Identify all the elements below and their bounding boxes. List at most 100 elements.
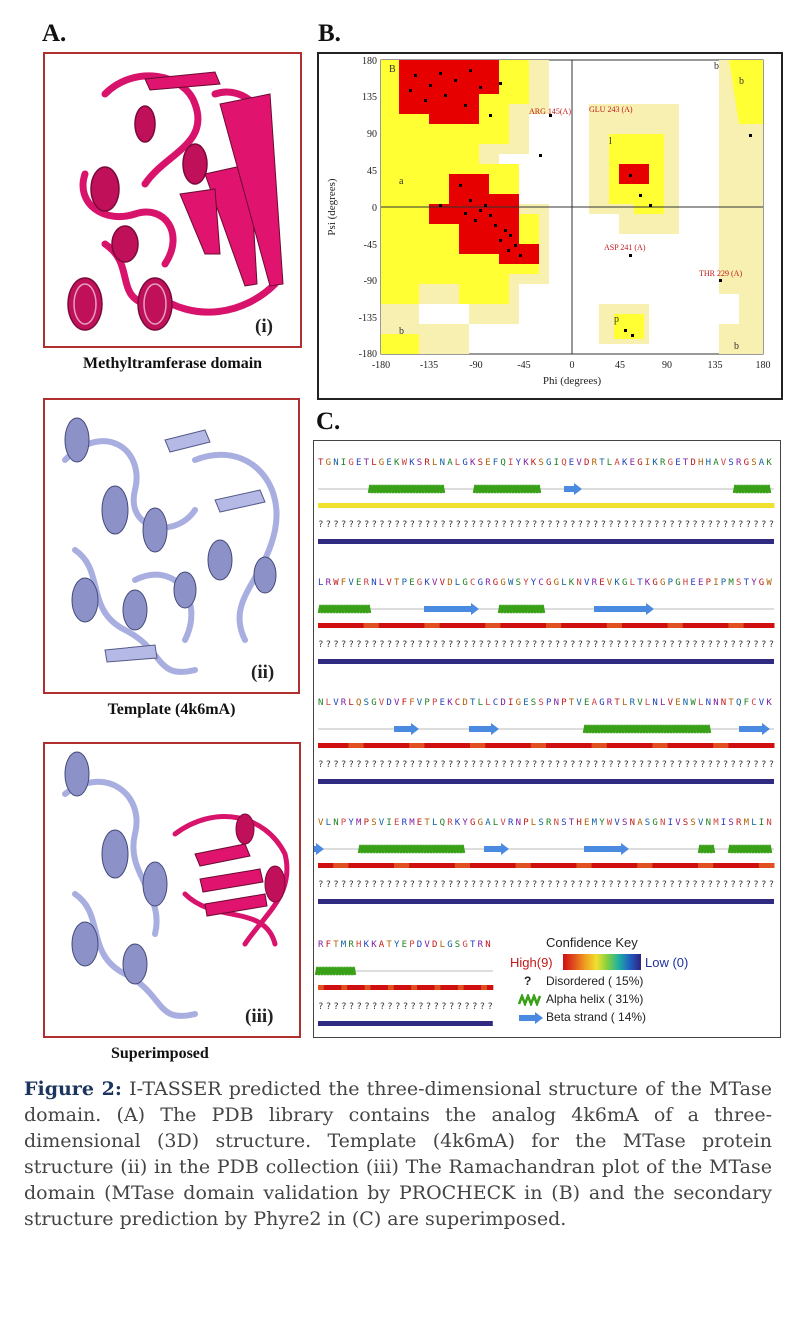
residue: N [683,698,688,708]
residue: S [751,458,756,468]
confidence-segment [463,985,470,990]
panel-label-c: C. [316,408,341,435]
residue: E [675,458,680,468]
confidence-segment [393,985,401,990]
residue: G [637,458,642,468]
residue: G [675,578,680,588]
residue: D [417,940,422,950]
residue: A [379,940,385,950]
residue: V [675,818,681,828]
confidence-segment [318,743,334,748]
residue: R [318,940,324,950]
confidence-segment [323,985,331,990]
residue: L [561,578,566,588]
residue: Q [356,698,361,708]
residue: S [645,818,650,828]
rama-ytick: 45 [367,166,377,177]
residue: P [432,698,438,708]
confidence-segment [758,863,775,868]
confidence-segment [363,623,380,628]
confidence-segment [652,863,669,868]
residue: S [538,818,543,828]
residue: V [333,698,339,708]
residue: I [668,818,673,828]
residue: R [736,818,742,828]
confidence-segment [378,623,395,628]
rama-xtick: -45 [517,360,530,371]
confidence-segment [370,985,377,990]
residue: M [592,818,598,828]
confidence-segment [622,743,638,748]
residue: N [652,698,657,708]
residue: Y [531,578,537,588]
residue: K [394,458,400,468]
confidence-segment [318,863,334,868]
residue: G [599,698,604,708]
residue: R [364,578,370,588]
confidence-segment [485,743,501,748]
residue: K [766,458,772,468]
confidence-segment [378,503,395,508]
confidence-segment [728,503,745,508]
residue: H [706,458,711,468]
confidence-segment [358,985,366,990]
residue: I [554,458,559,468]
residue: V [721,458,727,468]
residue: L [660,698,665,708]
protein-cartoon-lavender [62,417,280,675]
beta-strand [314,843,324,855]
residue: V [379,818,385,828]
confidence-segment [758,503,775,508]
confidence-segment [500,863,517,868]
beta-strand-icon [519,1012,543,1024]
residue: Q [500,458,505,468]
panel-label-a: A. [42,20,67,47]
confidence-segment [682,743,699,748]
confidence-segment [515,623,532,628]
alpha-helix [582,724,712,734]
confidence-segment [363,863,380,868]
confidence-segment [348,863,365,868]
residue: S [622,818,627,828]
residue: S [364,698,369,708]
residue: R [341,698,347,708]
beta-strand [469,723,499,735]
residue: M [409,818,415,828]
alpha-helix [317,604,372,614]
rama-region-p: p [614,314,619,325]
confidence-segment [546,743,562,748]
confidence-segment [405,985,412,990]
confidence-segment [470,863,486,868]
residue: S [690,818,695,828]
confidence-segment [698,743,714,748]
residue: S [736,578,741,588]
residue: V [584,578,590,588]
residue: I [645,458,650,468]
confidence-segment [470,623,486,628]
residue: K [523,458,529,468]
confidence-segment [591,863,608,868]
residue: Y [523,578,529,588]
confidence-segment [329,985,336,990]
residue: N [554,698,559,708]
rama-region-a: a [399,176,404,187]
confidence-segment [394,623,410,628]
residue: S [538,698,543,708]
residue: T [728,698,734,708]
disorder-bar [318,1021,493,1026]
residue: K [470,458,476,468]
residue: R [485,578,491,588]
residue: G [744,458,749,468]
residue: V [318,818,324,828]
confidence-segment [333,863,349,868]
residue: C [493,698,498,708]
residue: V [440,578,446,588]
residue: T [470,940,476,950]
residue: L [485,698,490,708]
confidence-segment [363,503,380,508]
residue: L [698,698,703,708]
confidence-segment [561,503,577,508]
confidence-segment [698,623,714,628]
residue: D [386,698,391,708]
confidence-segment [591,623,608,628]
